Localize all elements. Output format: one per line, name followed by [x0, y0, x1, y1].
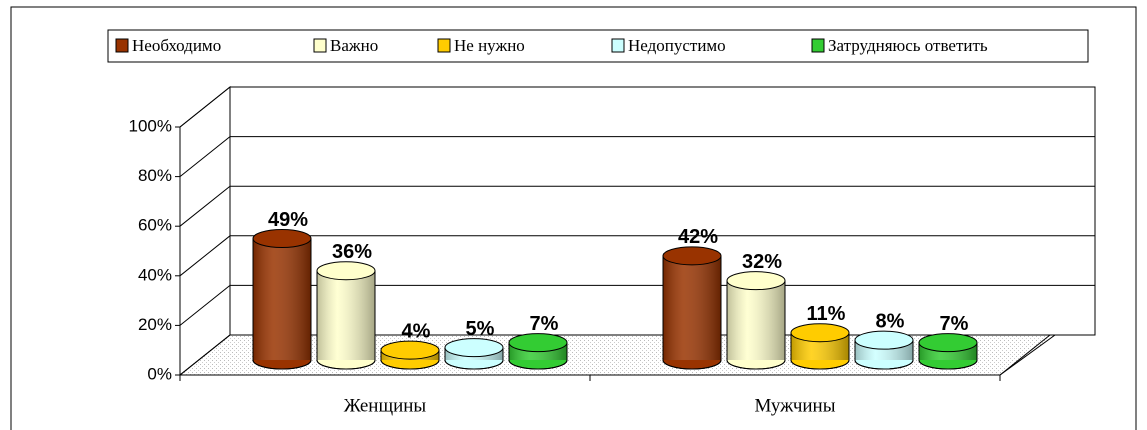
legend-label: Важно: [330, 36, 378, 55]
value-label: 42%: [678, 226, 718, 248]
legend-label: Затрудняюсь ответить: [828, 36, 988, 55]
legend-box: [107, 29, 1089, 63]
bar-top: [726, 271, 786, 291]
bar-top: [444, 338, 504, 358]
y-tick-label: 100%: [129, 116, 172, 135]
legend-swatch: [115, 38, 129, 53]
y-tick-label: 20%: [138, 315, 172, 334]
value-label: 36%: [332, 241, 372, 263]
x-tick-label: Женщины: [344, 395, 427, 416]
x-axis-depth: [999, 334, 1051, 376]
bar-outline: [380, 350, 440, 370]
bar-shade: [663, 255, 721, 360]
bar-outline: [662, 255, 722, 370]
bar-top: [380, 340, 440, 360]
y-tick-label: 60%: [138, 216, 172, 235]
bar-shade: [727, 280, 785, 360]
value-label: 11%: [807, 303, 846, 325]
grid-line: [179, 235, 1095, 277]
grid-line: [179, 185, 1095, 227]
value-label: 32%: [742, 251, 782, 273]
value-label: 5%: [466, 318, 495, 340]
bar-top: [662, 246, 722, 266]
bar-outline: [726, 280, 786, 370]
x-tick-label: Мужчины: [755, 395, 836, 416]
bar-outline: [444, 347, 504, 370]
bar-top: [854, 330, 914, 350]
grid-line: [179, 284, 1095, 326]
bar-outline: [790, 332, 850, 370]
bar-outline: [252, 238, 312, 370]
grid-line: [179, 136, 1095, 177]
legend-label: Недопустимо: [628, 36, 726, 55]
legend-label: Не нужно: [454, 36, 525, 55]
grid-line: [179, 86, 1095, 128]
value-label: 7%: [530, 313, 559, 335]
bar-top: [252, 228, 312, 248]
legend-swatch: [437, 38, 451, 53]
bar-outline: [316, 270, 376, 370]
bar-shade: [317, 270, 375, 360]
bar-outline: [918, 342, 978, 370]
y-tick-label: 0%: [147, 364, 172, 383]
bar-top: [508, 333, 568, 353]
y-tick-label: 80%: [138, 166, 172, 185]
bar-top: [316, 261, 376, 281]
value-label: 7%: [940, 313, 969, 335]
bar-shade: [253, 238, 311, 360]
legend-swatch: [313, 38, 327, 53]
value-label: 49%: [268, 209, 308, 231]
legend-swatch: [811, 38, 825, 53]
value-label: 8%: [876, 310, 905, 332]
bar-top: [790, 323, 850, 343]
bar-outline: [508, 342, 568, 370]
bar-outline: [854, 340, 914, 370]
legend-swatch: [611, 38, 625, 53]
side-wall: [179, 85, 231, 377]
value-label: 4%: [402, 320, 431, 342]
bar-top: [918, 333, 978, 353]
y-tick-label: 40%: [138, 265, 172, 284]
legend-label: Необходимо: [132, 36, 221, 55]
frame: [10, 6, 1137, 430]
